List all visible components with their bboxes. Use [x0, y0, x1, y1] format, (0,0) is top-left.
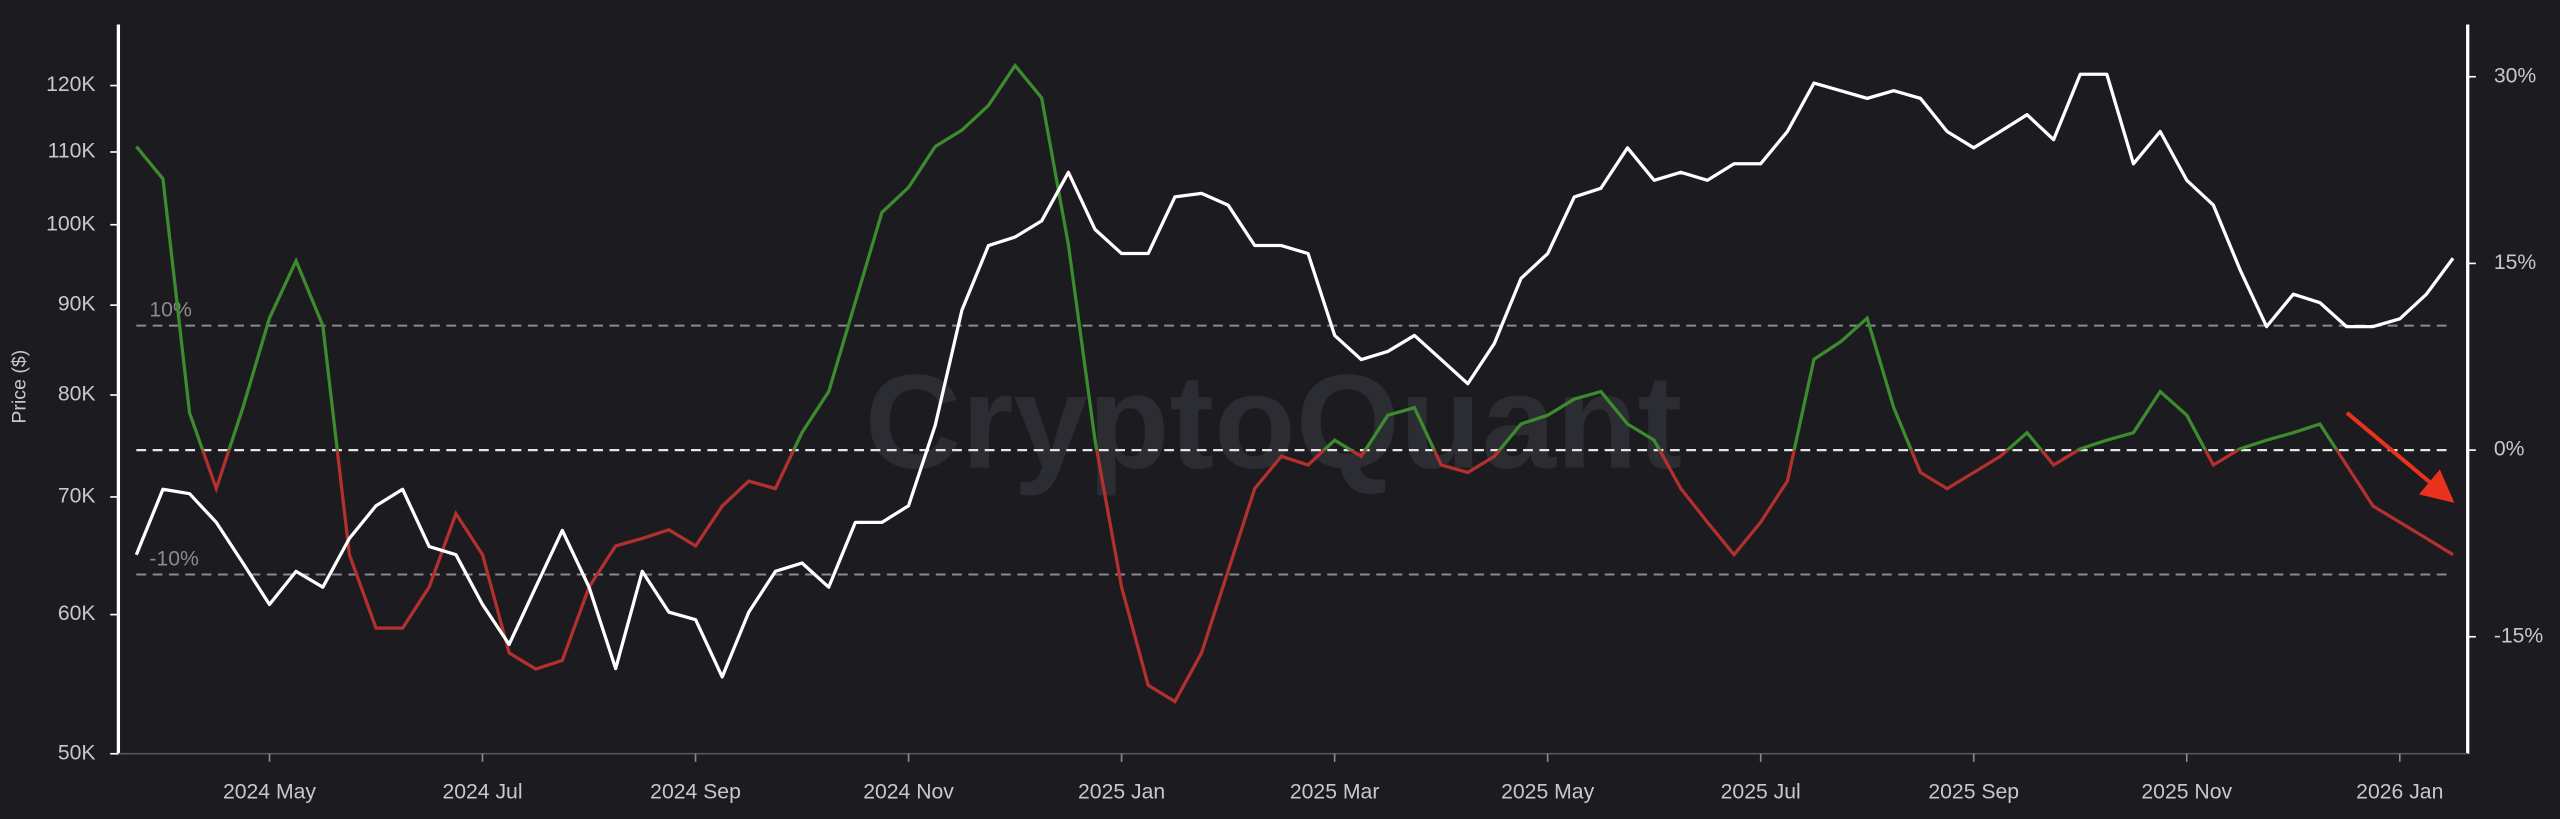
annotation-arrow: [2345, 411, 2455, 503]
x-tick-label: 2024 Sep: [650, 780, 741, 803]
y-tick-label: 70K: [58, 485, 96, 508]
x-tick-label: 2025 Mar: [1290, 780, 1380, 803]
x-tick-label: 2025 Jul: [1721, 780, 1801, 803]
x-tick-label: 2024 May: [223, 780, 316, 803]
x-tick-label: 2025 Sep: [1928, 780, 2019, 803]
x-tick-label: 2026 Jan: [2356, 780, 2443, 803]
watermark: CryptoQuant: [865, 348, 1682, 497]
indicator-line-negative: [200, 450, 2454, 704]
reference-label: -10%: [149, 547, 199, 570]
price-line: [134, 72, 2455, 679]
y2-tick-label: 15%: [2494, 251, 2537, 274]
x-tick-label: 2024 Nov: [863, 780, 954, 803]
y-tick-label: 50K: [58, 741, 96, 764]
x-tick-label: 2025 Jan: [1078, 780, 1165, 803]
y2-tick-label: 0%: [2494, 438, 2525, 461]
y-tick-label: 60K: [58, 602, 96, 625]
y-tick-label: 120K: [46, 73, 95, 96]
y-tick-label: 100K: [46, 212, 95, 235]
x-tick-label: 2024 Jul: [442, 780, 522, 803]
y-tick-label: 110K: [48, 140, 96, 163]
x-tick-label: 2025 May: [1501, 780, 1594, 803]
reference-label: 10%: [149, 299, 192, 322]
y-tick-label: 90K: [58, 293, 96, 316]
y-axis-label: Price ($): [9, 350, 31, 424]
y2-tick-label: -15%: [2494, 624, 2544, 647]
y2-tick-label: 30%: [2494, 64, 2537, 87]
x-tick-label: 2025 Nov: [2141, 780, 2232, 803]
y-tick-label: 80K: [58, 383, 96, 406]
